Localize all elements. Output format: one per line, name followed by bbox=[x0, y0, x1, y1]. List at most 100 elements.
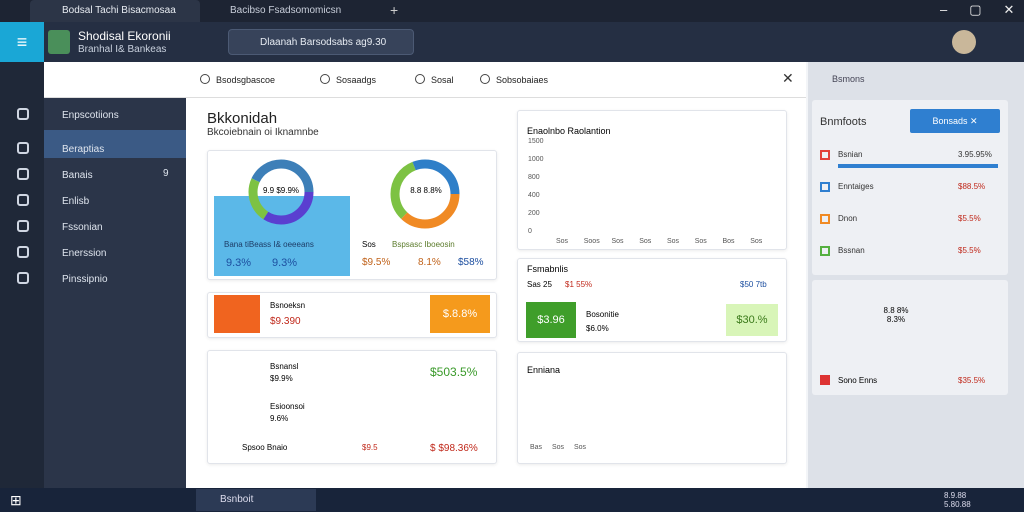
donut-center: 8.8 8.8% bbox=[410, 186, 442, 195]
tab-title: Bodsal Tachi Bisacmosaa bbox=[62, 5, 176, 16]
panel-icon bbox=[820, 246, 830, 256]
x-tick-label: Sos bbox=[750, 238, 763, 245]
page-subtitle: Bkcoiebnain oi Iknamnbe bbox=[207, 127, 319, 138]
clock: 8.9.88 5.80.88 bbox=[944, 491, 971, 509]
donut bbox=[390, 159, 460, 229]
x-tick-label: Sos bbox=[552, 444, 565, 451]
toolbar-item[interactable]: Sosaadgs bbox=[336, 75, 377, 85]
panel-icon bbox=[820, 182, 830, 192]
x-tick-label: Bos bbox=[722, 238, 735, 245]
x-tick-label: Sos bbox=[574, 444, 587, 451]
donut-center: 9.9 $9.9% bbox=[262, 186, 300, 195]
label: Bana tiBeass I& oeeeans bbox=[224, 240, 314, 249]
panel-card bbox=[812, 280, 1008, 395]
menu-item: Banais bbox=[62, 170, 93, 181]
toolbar-icon bbox=[480, 74, 490, 84]
value: $ $98.36% bbox=[430, 443, 478, 454]
label: Esioonsoi bbox=[270, 402, 305, 411]
start-button[interactable]: ⊞ bbox=[10, 492, 22, 508]
donut bbox=[390, 159, 460, 229]
panel-icon bbox=[820, 214, 830, 224]
label: Bspsasc Iboeosin bbox=[392, 240, 455, 249]
y-tick-label: 0 bbox=[528, 228, 532, 235]
growth-card bbox=[207, 350, 497, 464]
panel-value: $5.5% bbox=[958, 246, 981, 255]
menu-item: Enerssion bbox=[62, 248, 107, 259]
panel-card-title: Bnmfoots bbox=[820, 116, 867, 128]
close-button[interactable]: ✕ bbox=[782, 70, 794, 86]
y-tick-label: 1500 bbox=[528, 138, 544, 145]
tab-title: Bacibso Fsadsomomicsn bbox=[230, 5, 342, 16]
donut bbox=[248, 159, 314, 225]
x-tick-label: Sos bbox=[667, 238, 680, 245]
taskbar-app[interactable] bbox=[196, 489, 316, 511]
progress bbox=[838, 164, 998, 168]
donut-center: 8.8 8% 8.3% bbox=[883, 306, 909, 324]
blue-panel bbox=[214, 196, 350, 276]
purple-chart-card bbox=[517, 352, 787, 464]
avatar[interactable] bbox=[952, 30, 976, 54]
menu-item: Enlisb bbox=[62, 196, 90, 207]
y-tick-label: 400 bbox=[528, 192, 540, 199]
menu-item: Pinssipnio bbox=[62, 274, 108, 285]
menu-highlight bbox=[44, 130, 186, 158]
x-tick-label: Soos bbox=[583, 238, 600, 245]
value: 9.3% bbox=[272, 257, 298, 269]
taskbar-app-label: Bsnboit bbox=[220, 494, 254, 505]
menu-item: Beraptias bbox=[62, 144, 105, 155]
value: Sas 25 bbox=[527, 280, 552, 289]
menu-button[interactable]: ≡ bbox=[0, 22, 44, 62]
value: 9.3% bbox=[226, 257, 252, 269]
chart-title: Enniana bbox=[527, 365, 561, 375]
label: Sono Enns bbox=[838, 376, 878, 385]
card-title: Fsmabnlis bbox=[527, 264, 569, 274]
menu-icon bbox=[17, 220, 29, 232]
window-controls[interactable]: –▢✕ bbox=[940, 2, 1014, 17]
x-tick-label: Sos bbox=[639, 238, 652, 245]
x-tick-label: Sos bbox=[694, 238, 707, 245]
icon-rail bbox=[0, 62, 44, 488]
x-tick-label: Sos bbox=[611, 238, 624, 245]
toolbar-item[interactable]: Sosal bbox=[431, 75, 454, 85]
panel-icon bbox=[820, 150, 830, 160]
x-tick-label: Bas bbox=[530, 444, 543, 451]
tab-bar bbox=[0, 0, 1024, 22]
label: Spsoo Bnaio bbox=[242, 443, 288, 452]
menu-icon bbox=[17, 194, 29, 206]
menu-icon bbox=[17, 168, 29, 180]
value: $503.5% bbox=[430, 365, 478, 379]
toolbar-item[interactable]: Sobsobaiaes bbox=[496, 75, 549, 85]
value: 8.1% bbox=[418, 257, 441, 268]
app-name: Shodisal Ekoronii bbox=[78, 29, 171, 43]
menu-item: Enpscotiions bbox=[62, 110, 119, 121]
icon bbox=[820, 375, 830, 385]
tab[interactable] bbox=[30, 0, 200, 22]
badge: $30.% bbox=[726, 304, 778, 336]
value: $9.5% bbox=[362, 257, 391, 268]
menu-item: Fssonian bbox=[62, 222, 103, 233]
label: Bosonitie bbox=[586, 310, 619, 319]
green-box: $3.96 bbox=[526, 302, 576, 338]
value: $6.0% bbox=[586, 324, 609, 333]
panel-button[interactable]: Bonsads ✕ bbox=[910, 109, 1000, 133]
badge: $.8.8% bbox=[430, 295, 490, 333]
value: 9.6% bbox=[270, 414, 289, 423]
value: $9.5 bbox=[362, 443, 378, 452]
taskbar bbox=[0, 488, 1024, 512]
page-title: Bkkonidah bbox=[207, 110, 278, 127]
bar-chart-card bbox=[517, 110, 787, 250]
sidebar-toolbar bbox=[44, 62, 186, 98]
toolbar-icon bbox=[200, 74, 210, 84]
icon bbox=[214, 295, 260, 333]
menu-icon bbox=[17, 142, 29, 154]
value: $9.9% bbox=[270, 374, 293, 383]
toolbar-icon bbox=[320, 74, 330, 84]
search-box[interactable] bbox=[228, 29, 414, 55]
y-tick-label: 1000 bbox=[528, 156, 544, 163]
toolbar-item[interactable]: Bsodsgbascoe bbox=[216, 75, 276, 85]
new-tab[interactable]: + bbox=[390, 2, 399, 18]
y-tick-label: 800 bbox=[528, 174, 540, 181]
y-tick-label: 200 bbox=[528, 210, 540, 217]
app-subtitle: Branhal I& Bankeas bbox=[78, 44, 167, 55]
x-tick-label: Sos bbox=[556, 238, 569, 245]
